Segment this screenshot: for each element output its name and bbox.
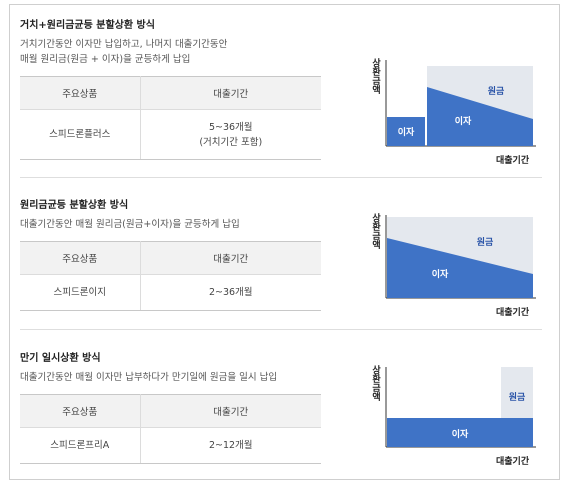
section-title: 거치+원리금균등 분할상환 방식 — [20, 20, 155, 31]
x-axis-label: 대출기간 — [496, 457, 530, 467]
principal-area — [501, 367, 533, 418]
section-bullet-repayment: 만기 일시상환 방식 대출기간동안 매월 이자만 납부하다가 만기일에 원금을 … — [20, 349, 542, 469]
table-header-row: 주요상품 대출기간 — [20, 241, 321, 275]
description-line: 대출기간동안 매월 원리금(원금+이자)을 균등하게 납입 — [20, 219, 240, 230]
chart-plot: 원금 이자 — [385, 215, 536, 299]
product-table: 주요상품 대출기간 스피드론플러스 5~36개월 (거치기간 포함) — [20, 76, 321, 160]
table-header-row: 주요상품 대출기간 — [20, 394, 321, 428]
table-row: 스피드론이지 2~36개월 — [20, 274, 321, 311]
description-line: 대출기간동안 매월 이자만 납부하다가 만기일에 원금을 일시 납입 — [20, 372, 278, 383]
product-table: 주요상품 대출기간 스피드론프리A 2~12개월 — [20, 394, 321, 464]
section-title: 원리금균등 분할상환 방식 — [20, 200, 129, 211]
product-name-cell: 스피드론플러스 — [20, 109, 141, 160]
period-line: (거치기간 포함) — [199, 136, 263, 148]
principal-label: 원금 — [477, 236, 494, 248]
column-header-product: 주요상품 — [20, 241, 141, 275]
interest-area — [387, 238, 533, 298]
column-header-period: 대출기간 — [140, 76, 321, 110]
x-axis-label: 대출기간 — [496, 308, 530, 318]
table-row: 스피드론플러스 5~36개월 (거치기간 포함) — [20, 109, 321, 160]
section-description: 대출기간동안 매월 원리금(원금+이자)을 균등하게 납입 — [20, 217, 240, 232]
interest-label: 이자 — [452, 428, 469, 440]
product-name-cell: 스피드론프리A — [20, 427, 141, 464]
period-line: 2~12개월 — [208, 440, 253, 451]
section-description: 대출기간동안 매월 이자만 납부하다가 만기일에 원금을 일시 납입 — [20, 370, 277, 385]
x-axis-label: 대출기간 — [496, 156, 530, 166]
period-line: 5~36개월 — [208, 121, 253, 133]
y-axis-label: 상환금액 — [370, 365, 380, 401]
column-header-product: 주요상품 — [20, 394, 141, 428]
interest-area — [427, 87, 533, 146]
chart-plot: 원금 이자 — [385, 367, 536, 448]
principal-label: 원금 — [488, 85, 505, 97]
description-line: 거치기간동안 이자만 납입하고, 나머지 대출기간동안 — [20, 39, 228, 50]
bullet-repayment-chart: 상환금액 원금 이자 대출기간 — [370, 365, 540, 470]
description-line: 매월 원리금(원금 + 이자)을 균등하게 납입 — [20, 54, 191, 65]
interest-label: 이자 — [455, 115, 472, 127]
equal-installment-chart: 상환금액 원금 이자 대출기간 — [370, 213, 540, 318]
chart-plot: 이자 이자 원금 — [385, 60, 536, 147]
y-axis-label: 상환금액 — [370, 213, 380, 249]
grace-interest-area — [387, 117, 425, 146]
period-cell: 2~36개월 — [140, 274, 321, 311]
period-cell: 2~12개월 — [140, 427, 321, 464]
y-axis-label: 상환금액 — [370, 58, 380, 94]
section-title: 만기 일시상환 방식 — [20, 353, 101, 364]
interest-area — [387, 418, 533, 447]
grace-repayment-chart: 상환금액 이자 이자 원금 대출기간 — [370, 58, 540, 166]
column-header-period: 대출기간 — [140, 394, 321, 428]
section-grace-equal-installment: 거치+원리금균등 분할상환 방식 거치기간동안 이자만 납입하고, 나머지 대출… — [20, 16, 542, 166]
table-header-row: 주요상품 대출기간 — [20, 76, 321, 110]
period-line: 2~36개월 — [208, 287, 253, 298]
interest-label: 이자 — [398, 126, 415, 138]
column-header-period: 대출기간 — [140, 241, 321, 275]
interest-label: 이자 — [432, 268, 449, 280]
product-table: 주요상품 대출기간 스피드론이지 2~36개월 — [20, 241, 321, 311]
section-equal-installment: 원리금균등 분할상환 방식 대출기간동안 매월 원리금(원금+이자)을 균등하게… — [20, 196, 542, 321]
section-divider — [20, 329, 542, 330]
section-divider — [20, 177, 542, 178]
table-row: 스피드론프리A 2~12개월 — [20, 427, 321, 464]
section-description: 거치기간동안 이자만 납입하고, 나머지 대출기간동안 매월 원리금(원금 + … — [20, 37, 227, 67]
principal-label: 원금 — [509, 391, 526, 403]
period-cell: 5~36개월 (거치기간 포함) — [140, 109, 321, 160]
column-header-product: 주요상품 — [20, 76, 141, 110]
product-name-cell: 스피드론이지 — [20, 274, 141, 311]
